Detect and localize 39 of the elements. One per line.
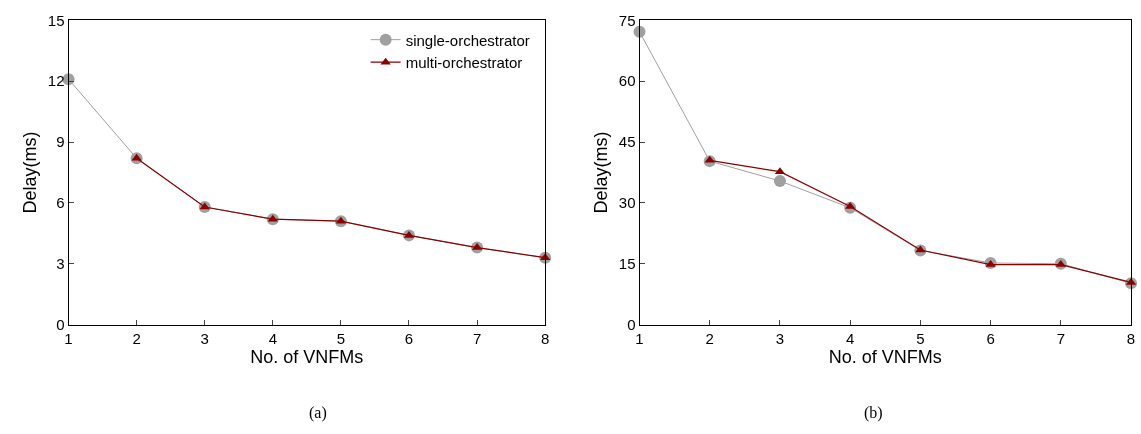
x-tick-label: 7 bbox=[1056, 329, 1065, 347]
x-tick-label: 8 bbox=[1126, 329, 1136, 347]
x-tick-label: 6 bbox=[404, 329, 414, 347]
x-tick-label: 7 bbox=[472, 329, 482, 347]
x-tick-label: 6 bbox=[986, 329, 995, 347]
point bbox=[773, 175, 786, 188]
point bbox=[704, 155, 715, 163]
x-tick-label: 8 bbox=[541, 329, 550, 347]
y-tick-label: 60 bbox=[618, 72, 636, 90]
point bbox=[131, 153, 142, 161]
y-tick-label: 9 bbox=[56, 133, 65, 151]
legend-label: single-orchestrator bbox=[405, 31, 530, 49]
y-tick-label: 15 bbox=[618, 255, 636, 273]
y-tick-label: 30 bbox=[618, 194, 636, 212]
x-tick-label: 5 bbox=[916, 329, 925, 347]
x-axis-title: No. of VNFMs bbox=[250, 346, 364, 367]
x-tick-label: 3 bbox=[775, 329, 785, 347]
y-tick-label: 3 bbox=[56, 255, 65, 273]
legend-label: multi-orchestrator bbox=[405, 53, 523, 71]
text: (a) bbox=[309, 404, 327, 422]
text: (b) bbox=[864, 404, 883, 422]
x-axis-title: No. of VNFMs bbox=[828, 346, 942, 367]
x-tick-label: 1 bbox=[635, 329, 644, 347]
y-tick-label: 6 bbox=[56, 194, 65, 212]
x-tick-label: 4 bbox=[846, 329, 855, 347]
y-tick-label: 0 bbox=[56, 315, 65, 333]
x-tick-label: 4 bbox=[268, 329, 277, 347]
x-tick-label: 5 bbox=[336, 329, 346, 347]
y-tick-label: 0 bbox=[627, 315, 636, 333]
y-axis-title: Delay(ms) bbox=[591, 131, 612, 214]
y-axis-title: Delay(ms) bbox=[20, 131, 41, 214]
y-tick-label: 15 bbox=[47, 11, 65, 29]
x-tick-label: 1 bbox=[64, 329, 73, 347]
y-tick-label: 75 bbox=[618, 11, 636, 29]
x-tick-label: 2 bbox=[132, 329, 141, 347]
y-tick-label: 45 bbox=[618, 133, 636, 151]
y-tick-label: 12 bbox=[47, 72, 65, 90]
x-tick-label: 3 bbox=[200, 329, 209, 347]
x-tick-label: 2 bbox=[705, 329, 714, 347]
